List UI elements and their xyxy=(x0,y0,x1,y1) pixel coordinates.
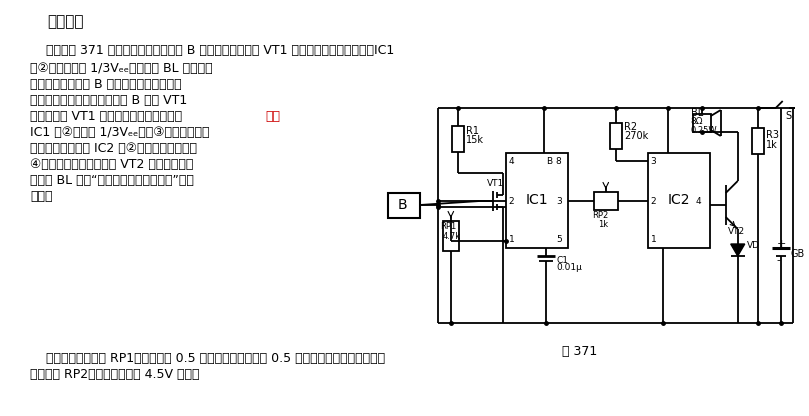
Bar xyxy=(648,153,709,248)
Text: 扬声器 BL 发出“有电危险，请勿靠近！”的警: 扬声器 BL 发出“有电危险，请勿靠近！”的警 xyxy=(30,174,194,187)
Text: 1: 1 xyxy=(509,235,515,244)
Text: VD: VD xyxy=(747,241,760,250)
Text: VT1: VT1 xyxy=(487,179,504,188)
Text: VT2: VT2 xyxy=(728,227,745,236)
Text: IC1: IC1 xyxy=(526,193,549,208)
Text: 15k: 15k xyxy=(466,135,484,145)
Text: +: + xyxy=(777,239,786,249)
Text: 导致: 导致 xyxy=(265,110,280,123)
Polygon shape xyxy=(731,244,745,256)
Text: 2: 2 xyxy=(650,197,656,206)
Text: R2: R2 xyxy=(624,122,637,132)
Text: -: - xyxy=(777,255,781,265)
Text: 270k: 270k xyxy=(624,131,648,141)
Text: 整电位器 RP2，使输出电压在 4.5V 左右。: 整电位器 RP2，使输出电压在 4.5V 左右。 xyxy=(30,368,200,381)
Text: 4.7k: 4.7k xyxy=(443,232,461,241)
Text: 语声。: 语声。 xyxy=(30,190,53,203)
Text: C1: C1 xyxy=(557,256,569,265)
Bar xyxy=(594,192,618,210)
Text: 3: 3 xyxy=(650,157,657,166)
Text: GB: GB xyxy=(790,249,805,259)
Text: 3: 3 xyxy=(556,197,561,206)
Text: 5: 5 xyxy=(556,235,561,244)
Text: 1k: 1k xyxy=(598,220,608,229)
Text: 0.25W: 0.25W xyxy=(691,126,718,135)
Bar xyxy=(452,126,464,152)
Text: 8: 8 xyxy=(556,157,561,166)
Bar xyxy=(610,123,622,149)
Bar xyxy=(443,221,459,251)
Text: R1: R1 xyxy=(466,126,479,136)
Bar xyxy=(388,193,420,218)
Text: 其中，调整电位器 RP1，要求离开 0.5 米以外应不报警，在 0.5 米以内应报警，同时配合调: 其中，调整电位器 RP1，要求离开 0.5 米以外应不报警，在 0.5 米以内应… xyxy=(30,352,385,365)
Text: 8Ω: 8Ω xyxy=(691,117,703,126)
Text: 1k: 1k xyxy=(765,140,777,150)
Text: 4: 4 xyxy=(509,157,515,166)
Text: IC2: IC2 xyxy=(667,193,690,208)
Text: BL: BL xyxy=(691,108,703,118)
Text: RP2: RP2 xyxy=(591,211,608,220)
Text: RP1: RP1 xyxy=(440,222,456,231)
Text: 图 371: 图 371 xyxy=(562,345,597,358)
Text: IC1 的②脚低于 1/3Vₑₑ，则③脚输出高电位: IC1 的②脚低于 1/3Vₑₑ，则③脚输出高电位 xyxy=(30,126,210,139)
Text: 1: 1 xyxy=(650,235,657,244)
Text: 电路如图 371 所示，无人接近感应片 B 时，场效应晶体管 VT1 漏、源极间电阱呼低阱，IC1: 电路如图 371 所示，无人接近感应片 B 时，场效应晶体管 VT1 漏、源极间… xyxy=(30,44,394,57)
Text: 去触发语言集成片 IC2 的②脚，使其工作，由: 去触发语言集成片 IC2 的②脚，使其工作，由 xyxy=(30,142,197,155)
Text: 当有人接近感应片 B 的有效距离时，人体感: 当有人接近感应片 B 的有效距离时，人体感 xyxy=(30,78,181,91)
Text: 的栅极，使 VT1 的漏、源间电阱增大，而: 的栅极，使 VT1 的漏、源间电阱增大，而 xyxy=(30,110,182,123)
Text: B: B xyxy=(398,198,408,212)
Text: 2: 2 xyxy=(509,197,515,206)
Text: R3: R3 xyxy=(765,130,779,140)
Text: 4: 4 xyxy=(696,197,701,206)
Text: ④脚输出的信号经三极管 VT2 放大后，驱动: ④脚输出的信号经三极管 VT2 放大后，驱动 xyxy=(30,158,193,171)
Text: 0.01μ: 0.01μ xyxy=(557,263,582,272)
Bar xyxy=(693,114,711,132)
Text: 应的杂波信号就会通过感应片 B 加到 VT1: 应的杂波信号就会通过感应片 B 加到 VT1 xyxy=(30,94,187,107)
Bar xyxy=(506,153,568,248)
Text: B: B xyxy=(546,157,552,166)
Bar xyxy=(752,128,764,154)
Text: S: S xyxy=(786,111,792,121)
Text: 的②脚电位高于 1/3Vₑₑ，扬声器 BL 不报警；: 的②脚电位高于 1/3Vₑₑ，扬声器 BL 不报警； xyxy=(30,62,213,75)
Text: 工作原理: 工作原理 xyxy=(47,14,83,29)
